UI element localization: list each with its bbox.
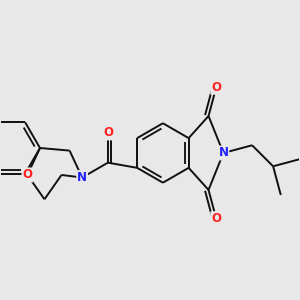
Text: N: N <box>77 171 87 184</box>
Text: O: O <box>211 81 221 94</box>
Text: O: O <box>22 168 32 182</box>
Text: O: O <box>211 212 221 225</box>
Text: N: N <box>218 146 228 160</box>
Text: O: O <box>103 126 113 140</box>
